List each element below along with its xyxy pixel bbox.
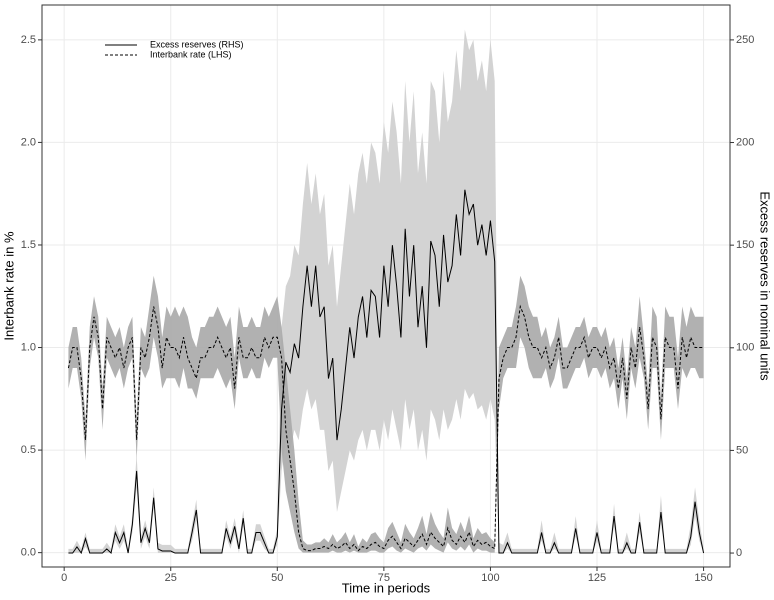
y-tick-label: 1.0 <box>21 341 36 353</box>
x-tick-label: 0 <box>61 572 67 584</box>
x-tick-label: 150 <box>694 572 712 584</box>
series-line <box>67 304 704 552</box>
y-tick-label: 0.5 <box>21 444 36 456</box>
panel-border <box>41 4 731 568</box>
legend-label: Excess reserves (RHS) <box>150 39 244 49</box>
y-tick-label: 2.0 <box>21 136 36 148</box>
x-tick-label: 75 <box>378 572 390 584</box>
legend: Excess reserves (RHS)Interbank rate (LHS… <box>105 39 244 59</box>
confidence-band <box>68 275 704 553</box>
y2-tick-label: 250 <box>736 34 754 46</box>
y-tick-label: 0.0 <box>21 547 36 559</box>
y2-tick-label: 0 <box>736 547 742 559</box>
y-tick-label: 1.5 <box>21 239 36 251</box>
y2-tick-label: 50 <box>736 444 748 456</box>
confidence-band <box>68 29 704 554</box>
y2-tick-label: 200 <box>736 136 754 148</box>
x-axis-title: Time in periods <box>342 580 431 595</box>
series-line <box>68 189 705 555</box>
x-tick-label: 25 <box>165 572 177 584</box>
axes: 0 25 50 75 100 125 150 0.0 0.5 1.0 1.5 2.0 2.5 0 50 100… <box>21 34 755 584</box>
legend-label: Interbank rate (LHS) <box>150 49 232 59</box>
y2-tick-label: 150 <box>736 239 754 251</box>
lines <box>67 189 705 555</box>
bands <box>68 29 704 554</box>
x-tick-label: 50 <box>271 572 283 584</box>
y2-tick-label: 100 <box>736 342 754 354</box>
x-tick-label: 125 <box>588 572 606 584</box>
x-tick-label: 100 <box>481 572 499 584</box>
y2-axis-title: Excess reserves in nominal units <box>758 191 773 381</box>
y-tick-label: 2.5 <box>21 34 36 46</box>
y-axis-title: Interbank rate in % <box>1 231 16 341</box>
